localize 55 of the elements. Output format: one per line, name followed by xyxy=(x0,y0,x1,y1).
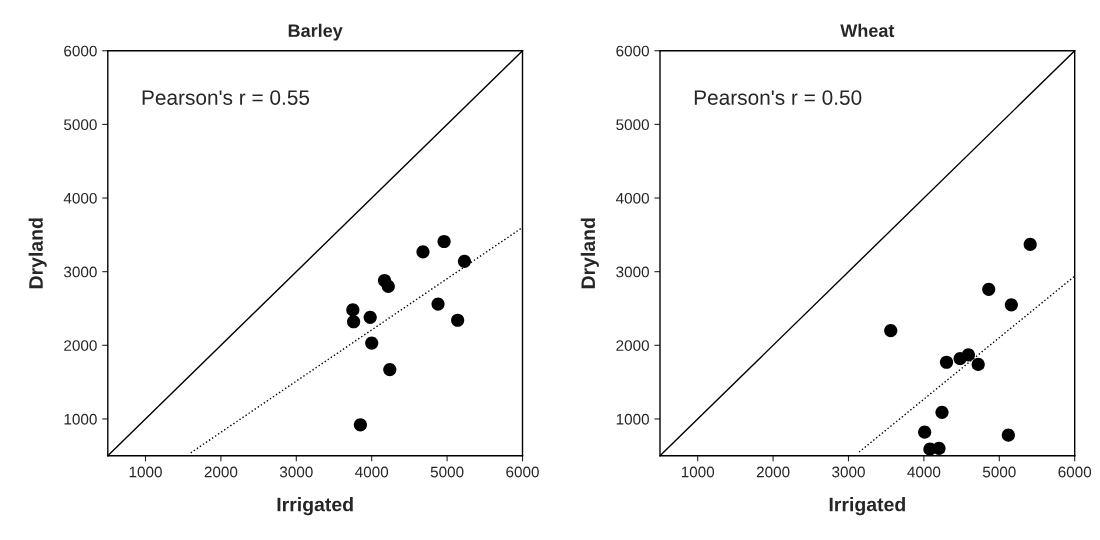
y-tick-label: 6000 xyxy=(616,45,649,57)
point xyxy=(365,336,379,350)
y-tick-label: 1000 xyxy=(616,413,649,425)
point xyxy=(1023,237,1037,252)
point xyxy=(431,297,445,311)
x-tick-label: 4000 xyxy=(355,466,389,478)
y-axis-title: Dryland xyxy=(28,218,47,289)
x-tick-label: 3000 xyxy=(279,466,313,478)
x-tick-label: 2000 xyxy=(756,466,790,478)
point xyxy=(918,425,932,439)
point xyxy=(437,234,451,249)
y-tick-label: 3000 xyxy=(63,266,97,278)
x-tick-label: 6000 xyxy=(1058,466,1092,478)
point xyxy=(347,315,361,329)
y-tick-label: 2000 xyxy=(64,340,97,351)
point xyxy=(383,363,397,377)
point xyxy=(884,323,898,338)
x-tick-label: 3000 xyxy=(832,466,865,478)
y-tick-label: 3000 xyxy=(616,266,649,278)
point xyxy=(982,282,996,296)
chart-title: Wheat xyxy=(840,23,895,38)
x-tick-label: 4000 xyxy=(907,466,941,478)
y-tick-label: 5000 xyxy=(616,119,649,131)
point xyxy=(961,348,975,362)
point xyxy=(353,418,367,432)
point xyxy=(381,279,395,293)
y-tick-label: 6000 xyxy=(64,45,97,57)
point xyxy=(935,405,949,419)
y-tick-label: 4000 xyxy=(63,192,97,204)
point xyxy=(939,355,954,369)
y-tick-label: 2000 xyxy=(616,340,649,351)
x-axis-title: Irrigated xyxy=(277,497,353,516)
point xyxy=(1004,298,1018,312)
annotation: Pearson's r = 0.55 xyxy=(142,90,310,105)
x-tick-label: 1000 xyxy=(129,466,162,478)
x-tick-label: 6000 xyxy=(506,466,539,478)
point xyxy=(451,313,465,327)
x-tick-label: 2000 xyxy=(204,466,238,478)
chart-title: Barley xyxy=(288,23,343,41)
point xyxy=(416,245,430,259)
point xyxy=(971,357,985,372)
point xyxy=(346,303,360,317)
y-axis-title: Dryland xyxy=(580,218,599,289)
y-tick-label: 4000 xyxy=(615,192,649,204)
x-tick-label: 1000 xyxy=(681,466,715,478)
x-tick-label: 5000 xyxy=(430,466,464,478)
point xyxy=(363,310,377,324)
point xyxy=(1001,428,1015,442)
point xyxy=(457,254,472,268)
x-tick-label: 5000 xyxy=(982,466,1016,478)
y-tick-label: 1000 xyxy=(64,413,97,425)
x-axis-title: Irrigated xyxy=(829,497,905,516)
annotation: Pearson's r = 0.50 xyxy=(694,90,862,105)
y-tick-label: 5000 xyxy=(64,119,97,131)
point xyxy=(932,441,946,455)
